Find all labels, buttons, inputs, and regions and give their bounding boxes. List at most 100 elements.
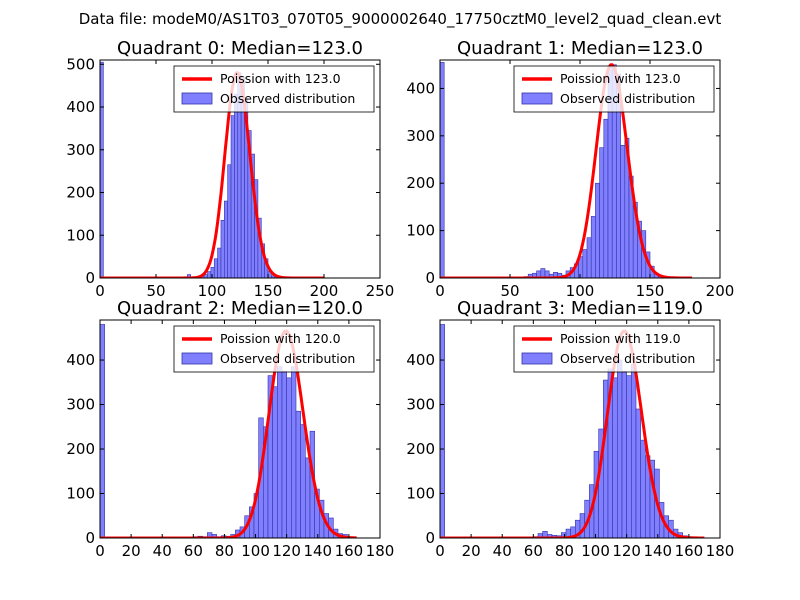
histogram-bar [603, 118, 609, 278]
histogram-bar [305, 457, 311, 538]
legend: Poission with 120.0 Observed distribution [173, 325, 375, 373]
histogram-bar [291, 366, 297, 538]
x-tick-label: 160 [335, 542, 364, 560]
x-tick-label: 120 [612, 542, 641, 560]
histogram-bar [612, 377, 618, 538]
x-tick-label: 120 [272, 542, 301, 560]
x-tick-label: 150 [254, 282, 283, 300]
histogram-bar [635, 408, 641, 538]
histogram-bar [300, 424, 306, 538]
legend-label-poisson: Poission with 119.0 [560, 331, 681, 346]
legend-bar-swatch [181, 92, 213, 105]
x-tick-label: 150 [636, 282, 665, 300]
x-tick-label: 20 [462, 542, 481, 560]
histogram-bar [640, 439, 646, 538]
histogram-bar [620, 145, 626, 278]
x-tick-label: 0 [435, 282, 445, 300]
legend-label-observed: Observed distribution [220, 91, 355, 106]
x-tick-label: 40 [493, 542, 512, 560]
x-tick-label: 100 [566, 282, 595, 300]
subplot-grid: Quadrant 0: Median=123.00 50 100 150 200 2500… [66, 38, 734, 560]
legend: Poission with 123.0 Observed distribution [173, 65, 375, 113]
y-tick-label: 100 [66, 485, 95, 503]
y-tick-label: 300 [406, 127, 435, 145]
legend-bar-swatch [521, 92, 553, 105]
x-tick-label: 0 [435, 542, 445, 560]
subplot-title: Quadrant 0: Median=123.0 [117, 38, 363, 59]
legend-label-observed: Observed distribution [560, 91, 695, 106]
axes-frame [439, 319, 721, 539]
legend: Poission with 119.0 Observed distribution [513, 325, 715, 373]
histogram-bar [626, 375, 632, 538]
histogram-bar [631, 364, 637, 538]
histogram-bar [213, 258, 218, 278]
histogram-bar [100, 324, 105, 538]
y-tick-label: 200 [66, 440, 95, 458]
x-tick-label: 20 [122, 542, 141, 560]
x-tick-label: 60 [524, 542, 543, 560]
x-tick-label: 200 [310, 282, 339, 300]
histogram-bar [100, 61, 104, 278]
legend-label-poisson: Poission with 120.0 [220, 331, 341, 346]
legend: Poission with 123.0 Observed distribution [513, 65, 715, 113]
legend-bar-swatch [521, 352, 553, 365]
legend-label-observed: Observed distribution [220, 351, 355, 366]
histogram-bar [227, 164, 232, 278]
histogram-bar [621, 370, 627, 538]
y-tick-label: 500 [66, 55, 95, 73]
x-tick-label: 100 [198, 282, 227, 300]
histogram-bar [281, 370, 287, 538]
legend-label-poisson: Poission with 123.0 [220, 71, 341, 86]
histogram-bar [207, 271, 212, 278]
x-tick-label: 100 [581, 542, 610, 560]
plot-area [440, 62, 693, 278]
histogram-bar [595, 182, 600, 278]
y-tick-label: 400 [406, 79, 435, 97]
poisson-curve [440, 329, 705, 538]
y-tick-label: 300 [66, 396, 95, 414]
histogram-bar [230, 115, 235, 278]
subplot-quadrant-2: Quadrant 2: Median=120.00 20 40 60 80 100 120 1… [66, 298, 394, 560]
histogram-bar [224, 200, 228, 278]
poisson-curve [440, 63, 693, 278]
y-tick-label: 200 [406, 174, 435, 192]
histogram-bar [234, 93, 239, 278]
axes-frame [99, 59, 381, 279]
y-tick-label: 300 [406, 396, 435, 414]
x-tick-label: 50 [146, 282, 165, 300]
histogram-bar [272, 386, 278, 538]
y-tick-label: 400 [66, 98, 95, 116]
x-tick-label: 180 [366, 542, 395, 560]
subplot-title: Quadrant 3: Median=119.0 [457, 298, 703, 319]
histogram-bar [440, 62, 445, 278]
y-tick-label: 200 [406, 440, 435, 458]
x-tick-label: 180 [706, 542, 735, 560]
histogram-bar [599, 147, 605, 278]
x-tick-label: 250 [366, 282, 395, 300]
histogram-bar [210, 267, 215, 278]
subplot-title: Quadrant 1: Median=123.0 [457, 38, 703, 59]
y-tick-label: 200 [66, 184, 95, 202]
x-tick-label: 140 [303, 542, 332, 560]
x-tick-label: 40 [153, 542, 172, 560]
axes-frame [99, 319, 381, 539]
histogram-bar [582, 249, 588, 278]
histogram-bar [217, 247, 222, 278]
histogram-bar [295, 410, 301, 538]
figure-suptitle: Data file: modeM0/AS1T03_070T05_90000026… [79, 10, 722, 29]
x-tick-label: 140 [643, 542, 672, 560]
y-tick-label: 0 [425, 529, 435, 547]
y-tick-label: 400 [406, 351, 435, 369]
legend-bar-swatch [181, 352, 213, 365]
y-tick-label: 100 [406, 485, 435, 503]
x-tick-label: 60 [184, 542, 203, 560]
y-tick-label: 100 [66, 226, 95, 244]
histogram-bar [617, 359, 623, 538]
x-tick-label: 0 [95, 542, 105, 560]
y-tick-label: 0 [85, 269, 95, 287]
histogram-bar [286, 377, 292, 538]
y-tick-label: 300 [66, 141, 95, 159]
x-tick-label: 50 [500, 282, 519, 300]
y-tick-label: 0 [85, 529, 95, 547]
histogram-bar [277, 366, 283, 538]
